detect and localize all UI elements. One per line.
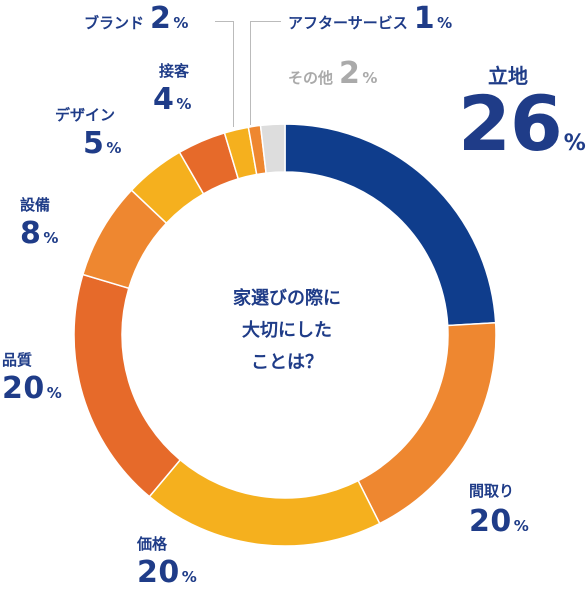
label-brand-value: 2 (150, 1, 172, 36)
label-brand-unit: % (173, 14, 189, 32)
label-other-value: 2 (339, 56, 361, 91)
label-design: デザイン 5% (55, 108, 121, 159)
chart-center-title: 家選びの際に 大切にした ことは？ (187, 283, 387, 379)
label-design-unit: % (106, 139, 122, 157)
label-layout-name: 間取り (469, 482, 515, 500)
label-layout: 間取り 20% (469, 484, 529, 537)
label-price-name: 価格 (137, 535, 168, 553)
label-service-name: 接客 (159, 62, 190, 80)
center-line-1: 家選びの際に (233, 288, 341, 309)
label-equipment: 設備 8% (20, 198, 58, 249)
label-other-unit: % (362, 69, 378, 87)
label-location: 立地 26% (458, 66, 586, 162)
label-after-service-name: アフターサービス (288, 14, 408, 32)
slice-9 (259, 123, 286, 174)
label-layout-unit: % (513, 517, 529, 535)
label-equipment-name: 設備 (20, 196, 51, 214)
label-design-value: 5 (83, 126, 105, 161)
leader-line-brand (215, 21, 234, 127)
label-after-service: アフターサービス 1% (288, 4, 452, 34)
label-brand-name: ブランド (84, 14, 145, 32)
label-quality-value: 20 (2, 371, 45, 406)
label-equipment-unit: % (43, 229, 59, 247)
label-service-value: 4 (153, 82, 175, 117)
label-location-unit: % (563, 131, 586, 156)
label-other: その他 2% (288, 59, 377, 89)
label-other-name: その他 (288, 69, 334, 87)
label-equipment-value: 8 (20, 216, 42, 251)
label-price: 価格 20% (137, 537, 197, 588)
label-location-name: 立地 (488, 64, 528, 88)
center-line-2: 大切にした (242, 320, 332, 341)
center-line-3: ことは？ (251, 352, 323, 373)
label-price-value: 20 (137, 555, 180, 590)
label-quality-unit: % (46, 384, 62, 402)
label-brand: ブランド 2% (84, 4, 188, 34)
label-quality: 品質 20% (2, 353, 62, 404)
label-service: 接客 4% (153, 64, 191, 115)
label-location-value: 26 (458, 79, 563, 168)
slice-2 (148, 458, 381, 547)
label-service-unit: % (176, 95, 192, 113)
label-layout-value: 20 (469, 504, 512, 539)
label-design-name: デザイン (55, 106, 116, 124)
slice-3 (73, 273, 182, 498)
label-price-unit: % (181, 568, 197, 586)
label-quality-name: 品質 (2, 351, 33, 369)
leader-line-after-service (250, 21, 281, 125)
label-after-service-value: 1 (413, 1, 436, 36)
label-after-service-unit: % (437, 14, 453, 32)
